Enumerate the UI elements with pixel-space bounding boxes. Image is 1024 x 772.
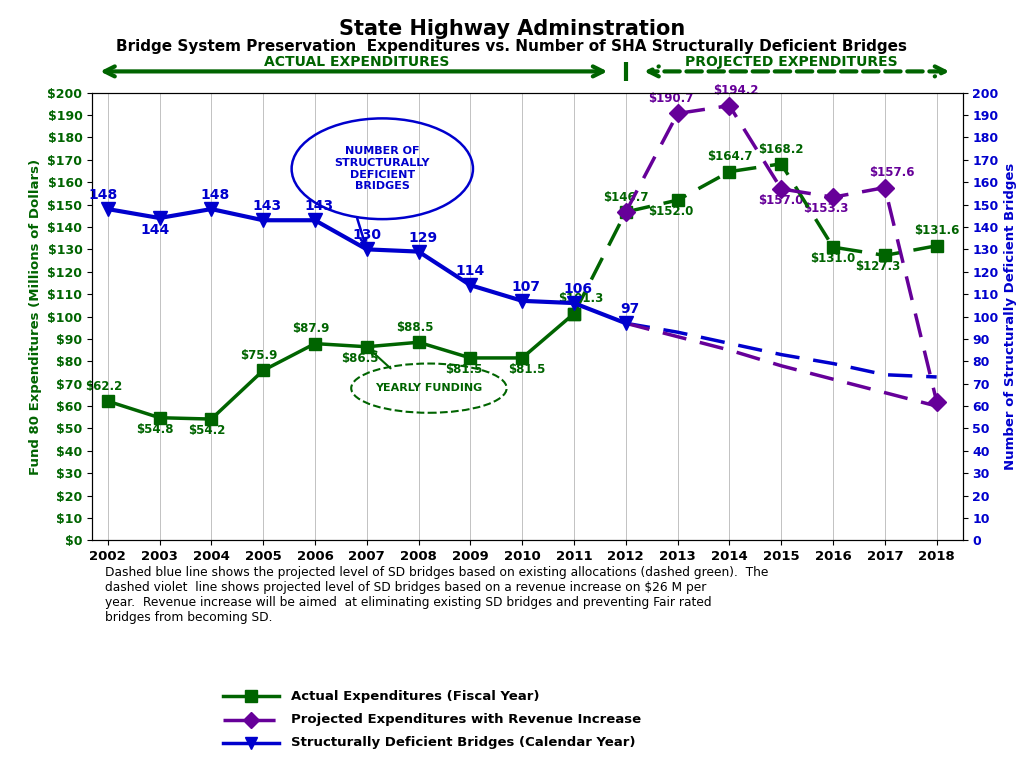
Text: $54.2: $54.2 (188, 424, 226, 437)
Text: Actual Expenditures (Fiscal Year): Actual Expenditures (Fiscal Year) (291, 690, 540, 703)
Text: ACTUAL EXPENDITURES: ACTUAL EXPENDITURES (264, 56, 450, 69)
Text: $81.5: $81.5 (444, 363, 482, 376)
Text: $75.9: $75.9 (241, 349, 278, 362)
Text: $131.6: $131.6 (914, 225, 959, 238)
Text: Dashed blue line shows the projected level of SD bridges based on existing alloc: Dashed blue line shows the projected lev… (105, 566, 769, 625)
Text: $81.5: $81.5 (508, 363, 545, 376)
Text: State Highway Adminstration: State Highway Adminstration (339, 19, 685, 39)
Text: $194.2: $194.2 (714, 84, 759, 97)
Text: $88.5: $88.5 (395, 321, 433, 334)
Text: $87.9: $87.9 (292, 322, 330, 335)
Text: 130: 130 (352, 229, 381, 242)
Text: $190.7: $190.7 (648, 92, 693, 105)
Text: NUMBER OF
STRUCTURALLY
DEFICIENT
BRIDGES: NUMBER OF STRUCTURALLY DEFICIENT BRIDGES (335, 147, 430, 191)
Text: $153.3: $153.3 (804, 202, 849, 215)
Text: 107: 107 (512, 280, 541, 294)
Text: 114: 114 (456, 264, 485, 278)
Text: $164.7: $164.7 (707, 151, 753, 164)
Text: 97: 97 (621, 303, 640, 317)
Text: $62.2: $62.2 (85, 380, 122, 393)
Text: $168.2: $168.2 (759, 143, 804, 155)
Text: 143: 143 (304, 199, 334, 213)
Text: Structurally Deficient Bridges (Calendar Year): Structurally Deficient Bridges (Calendar… (291, 736, 635, 749)
Text: 129: 129 (409, 231, 437, 245)
Text: 143: 143 (253, 199, 282, 213)
Text: Bridge System Preservation  Expenditures vs. Number of SHA Structurally Deficien: Bridge System Preservation Expenditures … (117, 39, 907, 53)
Text: $131.0: $131.0 (810, 252, 856, 265)
Text: $146.7: $146.7 (603, 191, 648, 204)
Text: $127.3: $127.3 (855, 260, 900, 273)
Y-axis label: Number of Structurally Deficient Bridges: Number of Structurally Deficient Bridges (1005, 163, 1017, 470)
Text: 106: 106 (563, 282, 593, 296)
Text: $86.5: $86.5 (341, 352, 379, 365)
Text: PROJECTED EXPENDITURES: PROJECTED EXPENDITURES (685, 56, 898, 69)
Text: $54.8: $54.8 (136, 423, 174, 435)
Text: $157.0: $157.0 (759, 194, 804, 207)
Text: 148: 148 (201, 188, 230, 202)
Text: $157.6: $157.6 (869, 166, 914, 179)
Text: YEARLY FUNDING: YEARLY FUNDING (376, 383, 482, 393)
Text: 148: 148 (89, 188, 118, 202)
Y-axis label: Fund 80 Expenditures (Millions of Dollars): Fund 80 Expenditures (Millions of Dollar… (29, 158, 42, 475)
Text: Projected Expenditures with Revenue Increase: Projected Expenditures with Revenue Incr… (291, 713, 641, 726)
Text: 144: 144 (140, 223, 170, 238)
Text: $152.0: $152.0 (648, 205, 693, 218)
Text: $101.3: $101.3 (558, 293, 603, 305)
